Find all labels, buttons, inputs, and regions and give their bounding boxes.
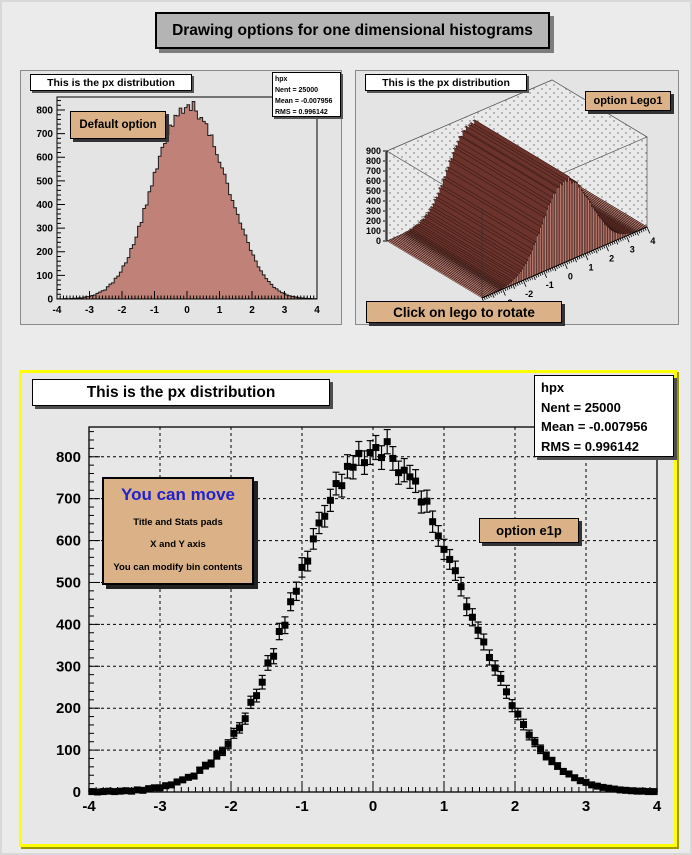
svg-text:2: 2 (249, 305, 255, 316)
default-histogram-canvas[interactable]: -4 -3 -2 -1 0 1 2 3 4 0 100 200 300 400 500 600 700 800 (21, 71, 341, 324)
svg-text:400: 400 (56, 616, 81, 633)
main-title-label: Drawing options for one dimensional hist… (172, 21, 533, 39)
svg-text:500: 500 (36, 176, 53, 187)
svg-text:1: 1 (440, 798, 448, 815)
svg-text:-1: -1 (546, 280, 554, 290)
svg-text:800: 800 (56, 449, 81, 466)
svg-text:100: 100 (36, 271, 53, 282)
pad-default-option: -4 -3 -2 -1 0 1 2 3 4 0 100 200 300 400 500 600 700 800 T… (20, 70, 342, 325)
svg-text:-1: -1 (150, 305, 159, 316)
svg-text:-3: -3 (153, 798, 166, 815)
svg-text:700: 700 (36, 129, 53, 140)
pad-lego-option: 0100200300400500600700800900-3-2-101234 … (355, 70, 679, 325)
svg-text:700: 700 (366, 166, 381, 176)
note-line: Title and Stats pads (133, 516, 223, 528)
svg-text:0: 0 (568, 271, 573, 281)
svg-text:4: 4 (653, 798, 662, 815)
svg-text:200: 200 (36, 247, 53, 258)
svg-text:-4: -4 (53, 305, 62, 316)
stats-mean: Mean = -0.007956 (541, 419, 648, 434)
svg-text:4: 4 (314, 305, 320, 316)
svg-text:0: 0 (184, 305, 190, 316)
svg-text:400: 400 (36, 200, 53, 211)
svg-text:1: 1 (217, 305, 223, 316)
svg-text:0: 0 (376, 236, 381, 246)
svg-text:300: 300 (36, 224, 53, 235)
pad-lego-title-label: This is the px distribution (382, 76, 510, 89)
svg-text:800: 800 (366, 156, 381, 166)
svg-text:800: 800 (36, 105, 53, 116)
note-line: You can modify bin contents (113, 561, 243, 573)
svg-text:-2: -2 (525, 289, 533, 299)
svg-text:-2: -2 (118, 305, 127, 316)
stats-rms: RMS = 0.996142 (541, 438, 639, 454)
svg-text:100: 100 (366, 226, 381, 236)
pad-default-title-label: This is the px distribution (47, 76, 175, 89)
svg-text:1: 1 (589, 262, 594, 272)
e1p-histogram-canvas[interactable]: -4 -3 -2 -1 0 1 2 3 4 0 100 200 300 400 500 600 700 800 (22, 373, 674, 844)
svg-text:700: 700 (56, 491, 81, 508)
stats-mean: Mean = -0.007956 (275, 98, 333, 105)
rotate-lego-button[interactable]: Click on lego to rotate (366, 301, 562, 323)
svg-text:600: 600 (36, 153, 53, 164)
note-line: X and Y axis (150, 539, 206, 551)
svg-text:3: 3 (282, 305, 288, 316)
svg-text:400: 400 (366, 196, 381, 206)
svg-text:2: 2 (511, 798, 519, 815)
pad-lego-title-pave[interactable]: This is the px distribution (365, 74, 527, 91)
main-title-pave: Drawing options for one dimensional hist… (155, 12, 550, 49)
pad-e1p-title-label: This is the px distribution (86, 383, 276, 401)
stats-entries: Nent = 25000 (541, 399, 621, 415)
svg-text:300: 300 (366, 206, 381, 216)
stats-hist-name: hpx (541, 380, 565, 395)
svg-text:900: 900 (366, 146, 381, 156)
svg-text:3: 3 (582, 798, 590, 815)
svg-text:200: 200 (366, 216, 381, 226)
svg-text:0: 0 (73, 784, 81, 801)
svg-text:-1: -1 (295, 798, 308, 815)
svg-text:200: 200 (56, 700, 81, 717)
pad-default-title-pave[interactable]: This is the px distribution (30, 74, 192, 91)
svg-text:3: 3 (630, 245, 635, 255)
note-pave[interactable]: You can move Title and Stats pads X and … (102, 477, 254, 585)
svg-text:100: 100 (56, 742, 81, 759)
stats-entries: Nent = 25000 (275, 87, 318, 94)
stats-rms: RMS = 0.996142 (275, 109, 328, 116)
svg-text:500: 500 (56, 574, 81, 591)
svg-text:4: 4 (650, 236, 655, 246)
svg-text:600: 600 (366, 176, 381, 186)
svg-text:600: 600 (56, 533, 81, 550)
pad-e1p-option: -4 -3 -2 -1 0 1 2 3 4 0 100 200 300 400 500 600 700 800 T… (19, 370, 677, 847)
svg-text:300: 300 (56, 658, 81, 675)
svg-text:-4: -4 (82, 798, 96, 815)
note-heading: You can move (121, 485, 235, 504)
svg-text:2: 2 (609, 254, 614, 264)
svg-text:0: 0 (47, 295, 53, 306)
stats-hist-name: hpx (275, 76, 288, 83)
pad-e1p-title-pave[interactable]: This is the px distribution (32, 379, 330, 406)
svg-text:-2: -2 (224, 798, 237, 815)
default-option-button[interactable]: Default option (70, 111, 166, 139)
svg-text:0: 0 (369, 798, 377, 815)
option-lego1-button[interactable]: option Lego1 (585, 91, 671, 111)
pad-default-stats-pave[interactable]: hpx Nent = 25000 Mean = -0.007956 RMS = … (272, 72, 341, 117)
svg-text:-3: -3 (85, 305, 94, 316)
option-e1p-button[interactable]: option e1p (479, 518, 579, 543)
svg-text:500: 500 (366, 186, 381, 196)
pad-e1p-stats-pave[interactable]: hpx Nent = 25000 Mean = -0.007956 RMS = … (534, 375, 674, 457)
